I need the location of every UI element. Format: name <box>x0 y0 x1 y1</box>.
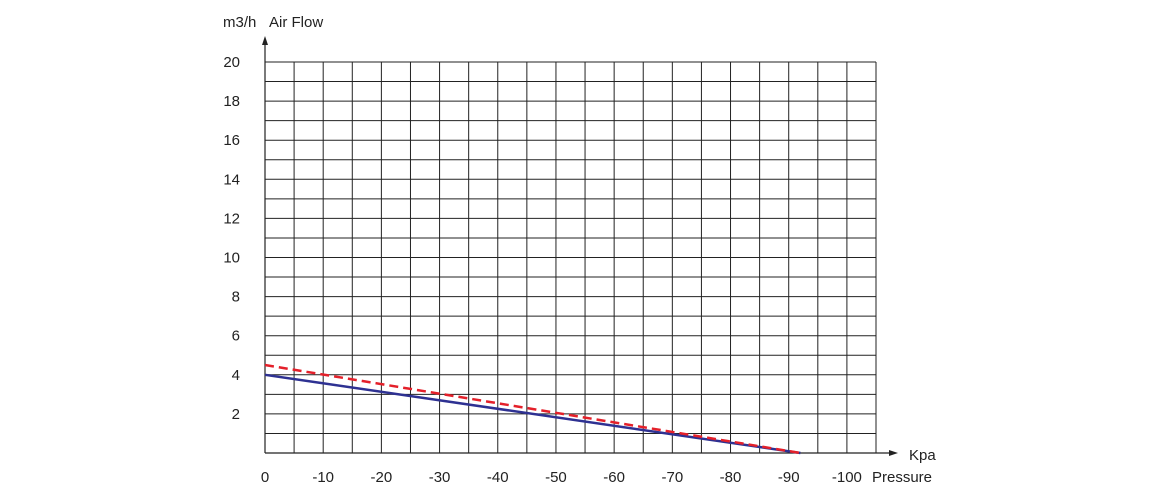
x-tick-label: 0 <box>261 469 269 486</box>
x-tick-label: -40 <box>487 469 509 486</box>
y-tick-label: 20 <box>223 54 240 71</box>
x-tick-label: -20 <box>371 469 393 486</box>
x-axis-title: Pressure <box>872 469 932 486</box>
chart-axes <box>262 36 898 456</box>
y-tick-label: 6 <box>232 328 240 345</box>
y-tick-labels: 2 4 6 8 10 12 14 16 18 20 <box>223 54 240 423</box>
y-tick-label: 10 <box>223 250 240 267</box>
x-tick-label: -70 <box>661 469 683 486</box>
y-tick-label: 14 <box>223 171 240 188</box>
x-tick-label: -60 <box>603 469 625 486</box>
x-tick-label: -100 <box>832 469 862 486</box>
y-tick-label: 4 <box>232 367 240 384</box>
x-tick-label: -10 <box>312 469 334 486</box>
chart-grid <box>265 61 877 453</box>
x-tick-label: -80 <box>720 469 742 486</box>
y-tick-label: 12 <box>223 210 240 227</box>
series-line-2-dashed <box>264 363 801 455</box>
x-tick-labels: 0 -10 -20 -30 -40 -50 -60 -70 -80 -90 -100 <box>261 469 862 486</box>
x-tick-label: -50 <box>545 469 567 486</box>
y-tick-label: 18 <box>223 93 240 110</box>
y-tick-label: 8 <box>232 289 240 306</box>
x-axis-arrow <box>889 450 898 456</box>
series-line-1-solid <box>264 373 801 455</box>
x-tick-label: -30 <box>429 469 451 486</box>
y-tick-label: 2 <box>232 406 240 423</box>
x-axis-unit: Kpa <box>909 447 936 464</box>
y-axis-unit: m3/h <box>223 14 256 31</box>
x-tick-label: -90 <box>778 469 800 486</box>
y-axis-arrow <box>262 36 268 45</box>
y-tick-label: 16 <box>223 132 240 149</box>
y-axis-title: Air Flow <box>269 14 323 31</box>
chart-series <box>264 363 801 455</box>
